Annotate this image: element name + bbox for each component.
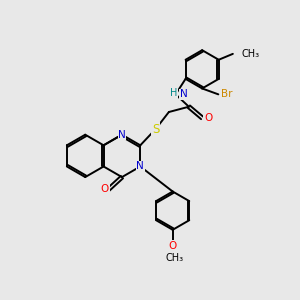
Text: O: O (169, 241, 177, 251)
Text: N: N (136, 161, 144, 172)
Text: S: S (152, 123, 159, 136)
Text: H: H (170, 88, 178, 98)
Text: O: O (101, 184, 109, 194)
Text: CH₃: CH₃ (241, 49, 259, 59)
Text: O: O (204, 113, 212, 123)
Text: CH₃: CH₃ (165, 254, 183, 263)
Text: N: N (180, 89, 188, 99)
Text: N: N (118, 130, 126, 140)
Text: Br: Br (221, 89, 232, 99)
